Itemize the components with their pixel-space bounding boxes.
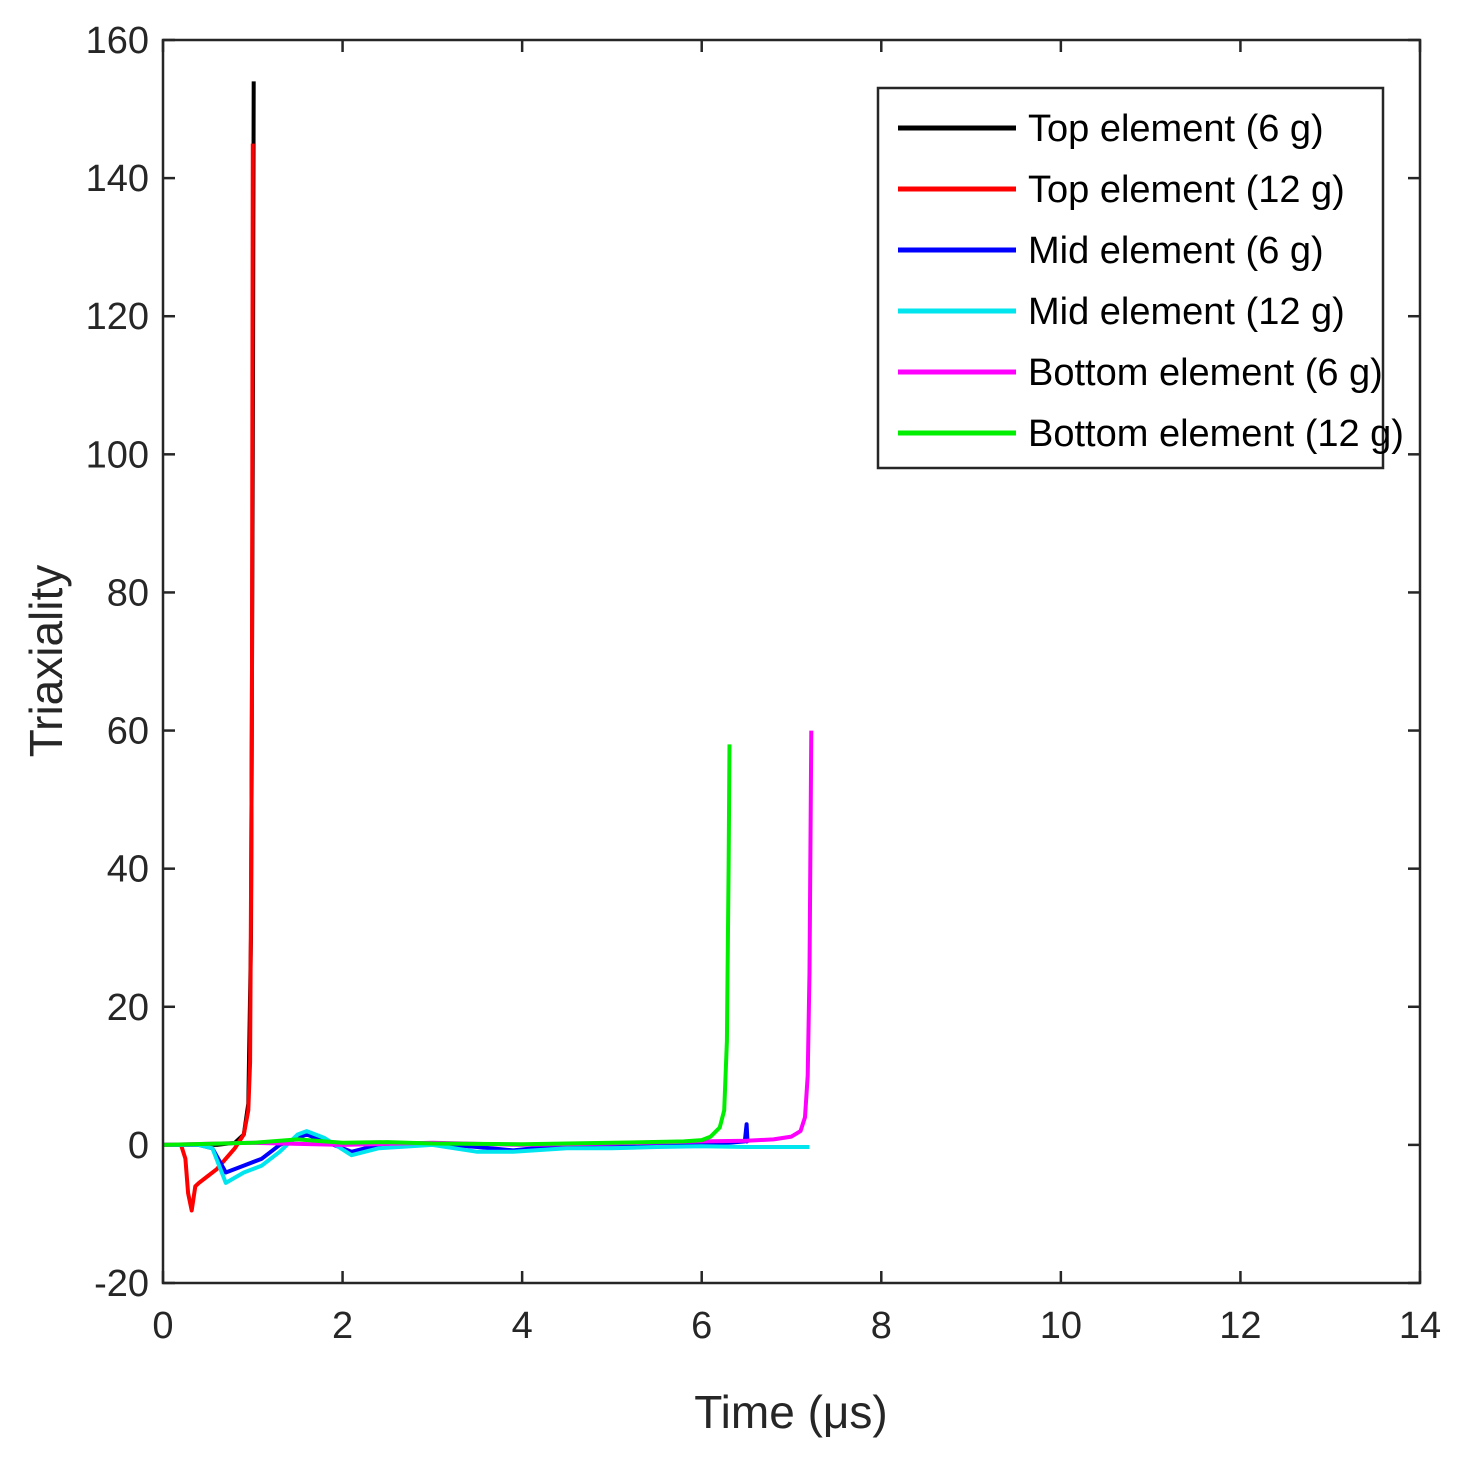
x-tick-label: 6 xyxy=(691,1305,712,1347)
y-tick-label: 40 xyxy=(107,849,149,891)
legend-box xyxy=(876,86,1385,470)
x-tick-label: 10 xyxy=(1040,1305,1082,1347)
y-tick-label: 60 xyxy=(107,711,149,753)
y-tick-label: 140 xyxy=(86,158,149,200)
x-tick-label: 12 xyxy=(1219,1305,1261,1347)
legend-label: Top element (6 g) xyxy=(1028,108,1324,150)
x-axis-label: Time (μs) xyxy=(694,1386,887,1438)
y-tick-label: 160 xyxy=(86,20,149,62)
x-tick-label: 8 xyxy=(871,1305,892,1347)
legend-label: Mid element (6 g) xyxy=(1028,230,1324,272)
data-series xyxy=(162,81,814,1213)
series-line-4 xyxy=(163,1129,810,1185)
y-tick-label: -20 xyxy=(94,1263,149,1305)
series-line-2 xyxy=(163,143,255,1213)
y-axis-label: Triaxiality xyxy=(20,565,72,758)
x-tick-label: 2 xyxy=(332,1305,353,1347)
legend-label: Top element (12 g) xyxy=(1028,169,1345,211)
x-tick-label: 14 xyxy=(1399,1305,1441,1347)
x-tick-label: 4 xyxy=(512,1305,533,1347)
series-line-6 xyxy=(162,744,732,1147)
legend-items: Top element (6 g) Top element (12 g) Mid e… xyxy=(898,108,1404,455)
y-tick-label: 0 xyxy=(128,1125,149,1167)
y-tick-label: 120 xyxy=(86,296,149,338)
plot-frame xyxy=(161,38,1422,1285)
legend-label: Bottom element (12 g) xyxy=(1028,413,1404,455)
y-tick-label: 100 xyxy=(86,434,149,476)
y-tick-label: 80 xyxy=(107,572,149,614)
legend: Top element (6 g) Top element (12 g) Mid e… xyxy=(876,86,1404,470)
legend-label: Mid element (12 g) xyxy=(1028,291,1345,333)
legend-label: Bottom element (6 g) xyxy=(1028,352,1383,394)
y-tick-label: 20 xyxy=(107,987,149,1029)
x-tick-label: 0 xyxy=(152,1305,173,1347)
